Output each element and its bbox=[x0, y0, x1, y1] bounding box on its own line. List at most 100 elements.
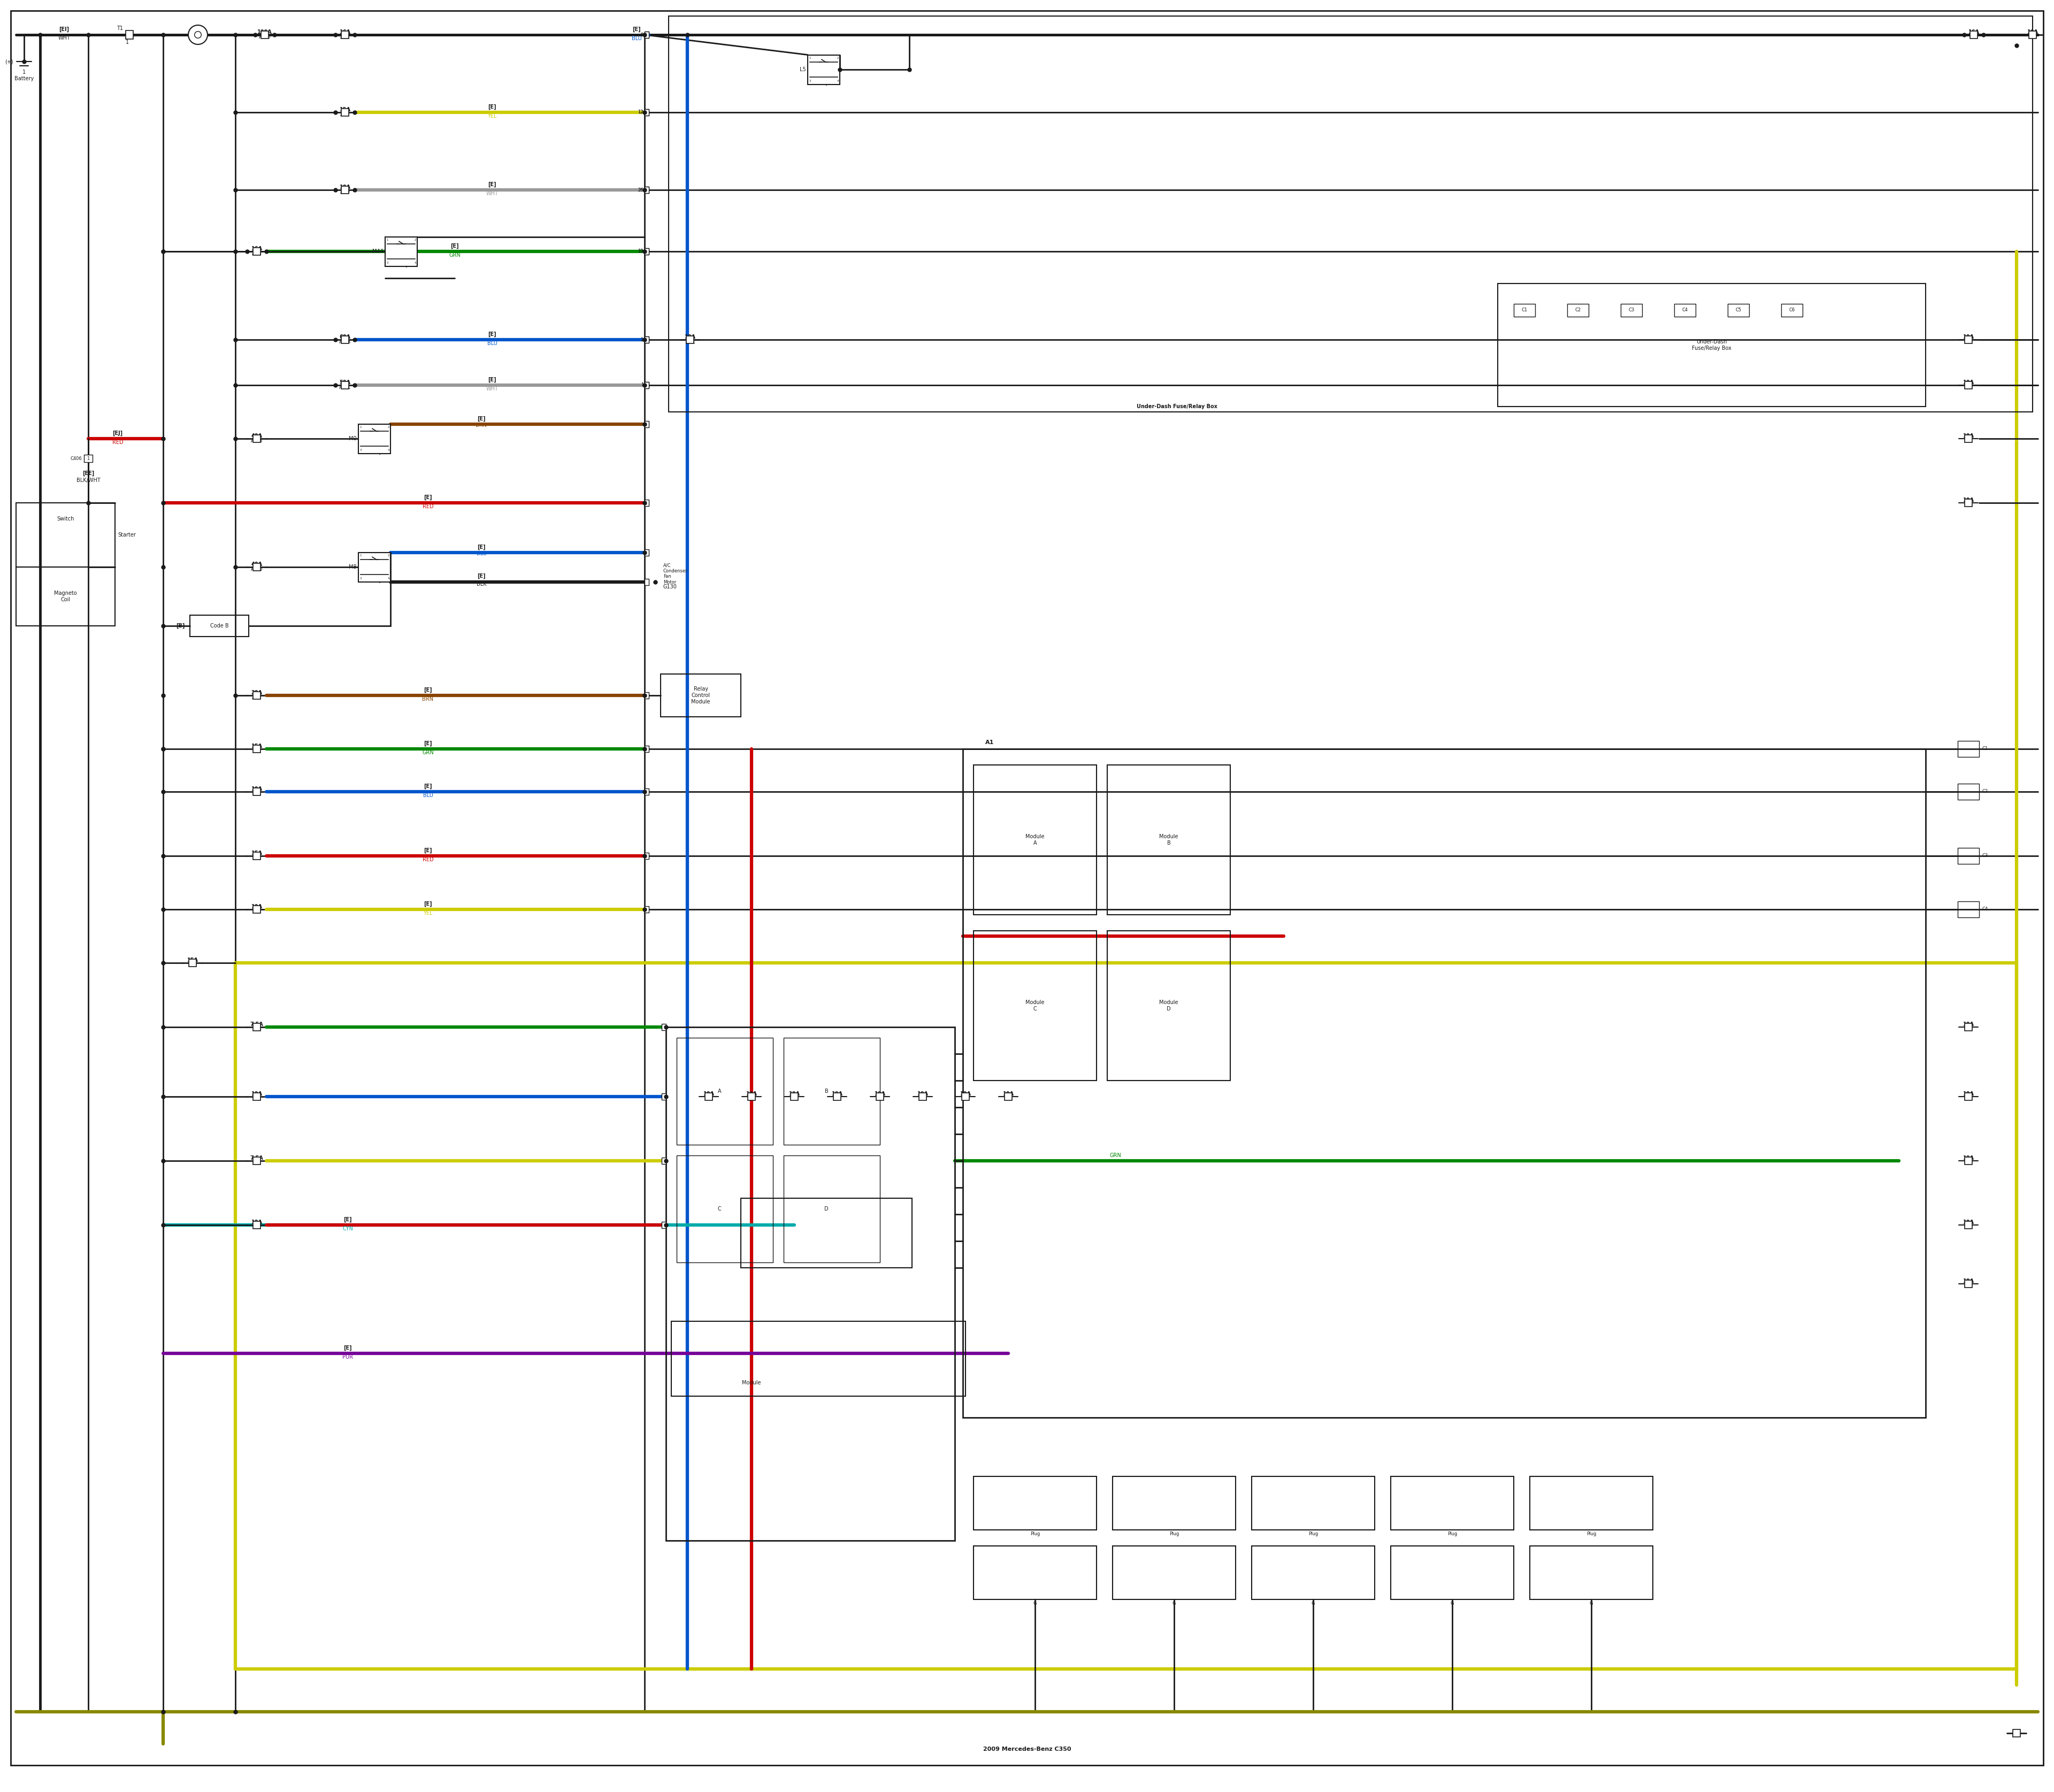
Bar bbox=[341, 30, 349, 38]
Text: C2: C2 bbox=[1575, 308, 1582, 312]
Text: 20A: 20A bbox=[251, 690, 263, 695]
Bar bbox=[1674, 305, 1697, 317]
Text: G: G bbox=[1033, 1602, 1037, 1606]
Bar bbox=[645, 249, 649, 254]
Bar bbox=[645, 692, 649, 699]
Text: 15A: 15A bbox=[339, 108, 351, 113]
Text: Under-Dash
Fuse/Relay Box: Under-Dash Fuse/Relay Box bbox=[1692, 339, 1732, 351]
Text: G: G bbox=[1450, 1602, 1454, 1606]
Text: C3: C3 bbox=[1629, 308, 1635, 312]
Bar bbox=[253, 788, 261, 796]
Text: Fan
Control
Relay: Fan Control Relay bbox=[366, 566, 384, 584]
Text: 12: 12 bbox=[639, 109, 643, 115]
Text: R2: R2 bbox=[1966, 1097, 1972, 1102]
Text: 7.5A: 7.5A bbox=[251, 1156, 263, 1161]
Text: C1: C1 bbox=[253, 1027, 261, 1032]
Bar bbox=[1957, 740, 1980, 756]
Text: 10A: 10A bbox=[1964, 335, 1974, 340]
Bar bbox=[253, 435, 261, 443]
Text: G: G bbox=[1310, 1602, 1315, 1606]
Bar bbox=[1107, 930, 1230, 1081]
Text: YEL: YEL bbox=[423, 910, 433, 916]
Bar bbox=[963, 749, 1927, 1417]
Text: 2: 2 bbox=[641, 337, 643, 342]
Bar bbox=[341, 335, 349, 344]
Bar bbox=[1530, 1477, 1653, 1530]
Text: C1: C1 bbox=[1982, 747, 1988, 751]
Bar bbox=[661, 1222, 665, 1228]
Text: Module: Module bbox=[741, 1380, 762, 1385]
Text: 10A: 10A bbox=[1964, 498, 1974, 504]
Text: 10A: 10A bbox=[832, 1091, 842, 1097]
Text: 10A: 10A bbox=[789, 1091, 799, 1097]
Text: L5: L5 bbox=[799, 66, 805, 72]
Text: F2: F2 bbox=[253, 790, 261, 796]
Bar bbox=[665, 1027, 955, 1541]
Bar bbox=[1966, 435, 1972, 443]
Text: YEL: YEL bbox=[487, 113, 497, 118]
Text: Code B: Code B bbox=[210, 624, 228, 629]
Text: Plug: Plug bbox=[1586, 1532, 1596, 1536]
Bar bbox=[341, 186, 349, 194]
Text: Module
C: Module C bbox=[1025, 1000, 1045, 1011]
Bar bbox=[253, 563, 261, 572]
Text: A21: A21 bbox=[339, 34, 349, 39]
Bar bbox=[1113, 1546, 1237, 1600]
Bar bbox=[1004, 1093, 1013, 1100]
Text: A: A bbox=[1972, 34, 1976, 39]
Bar bbox=[253, 1158, 261, 1165]
Text: 40A: 40A bbox=[251, 561, 263, 566]
Bar bbox=[645, 109, 649, 115]
Text: D: D bbox=[824, 1206, 828, 1211]
Text: 10A: 10A bbox=[1964, 1220, 1974, 1226]
Text: [E]: [E] bbox=[343, 1217, 351, 1222]
Text: GRN: GRN bbox=[450, 253, 460, 258]
Text: BLK/WHT: BLK/WHT bbox=[76, 478, 101, 484]
Text: [E]: [E] bbox=[423, 740, 431, 745]
Bar bbox=[645, 382, 649, 389]
Text: M44: M44 bbox=[372, 249, 384, 254]
Text: C1: C1 bbox=[1522, 308, 1528, 312]
Text: D4: D4 bbox=[1966, 502, 1972, 507]
Bar bbox=[676, 1156, 772, 1262]
Text: 7.5A: 7.5A bbox=[251, 1021, 263, 1027]
Bar bbox=[1970, 30, 1978, 38]
Bar bbox=[834, 1093, 840, 1100]
Text: [E]: [E] bbox=[489, 181, 497, 188]
Text: R1: R1 bbox=[1966, 1027, 1972, 1032]
Text: 8: 8 bbox=[641, 32, 643, 38]
Bar bbox=[1391, 1477, 1514, 1530]
Text: [EJ]: [EJ] bbox=[113, 430, 123, 435]
Text: B31: B31 bbox=[684, 339, 694, 344]
Bar bbox=[661, 1158, 665, 1165]
Text: 19: 19 bbox=[639, 249, 643, 254]
Text: BRN: BRN bbox=[423, 697, 433, 702]
Text: [EE]: [EE] bbox=[82, 471, 94, 477]
Text: [E]: [E] bbox=[423, 848, 431, 853]
Text: 10A: 10A bbox=[916, 1091, 928, 1097]
Bar bbox=[785, 1038, 879, 1145]
Text: 26: 26 bbox=[639, 188, 643, 192]
Bar bbox=[341, 109, 349, 116]
Text: 50A: 50A bbox=[339, 380, 351, 385]
Text: [E]: [E] bbox=[489, 104, 497, 109]
Text: 10A: 10A bbox=[1964, 1091, 1974, 1097]
Bar bbox=[1966, 1220, 1972, 1229]
Bar bbox=[645, 337, 649, 342]
Text: [E]: [E] bbox=[343, 1346, 351, 1351]
Bar bbox=[1966, 1158, 1972, 1165]
Text: 10A: 10A bbox=[251, 903, 263, 909]
Text: BLU: BLU bbox=[477, 550, 487, 556]
Text: D3: D3 bbox=[1966, 437, 1972, 443]
Text: [E]: [E] bbox=[423, 495, 431, 500]
Text: C5: C5 bbox=[1736, 308, 1742, 312]
Bar bbox=[1966, 1279, 1972, 1288]
Bar bbox=[645, 500, 649, 505]
Text: Plug: Plug bbox=[1169, 1532, 1179, 1536]
Text: 10A: 10A bbox=[1002, 1091, 1015, 1097]
Bar bbox=[645, 186, 649, 194]
Bar bbox=[686, 335, 694, 344]
Text: A42: A42 bbox=[253, 695, 261, 701]
Bar bbox=[670, 16, 2033, 412]
Text: PGM-FI
Main
Relay 1: PGM-FI Main Relay 1 bbox=[813, 68, 834, 86]
